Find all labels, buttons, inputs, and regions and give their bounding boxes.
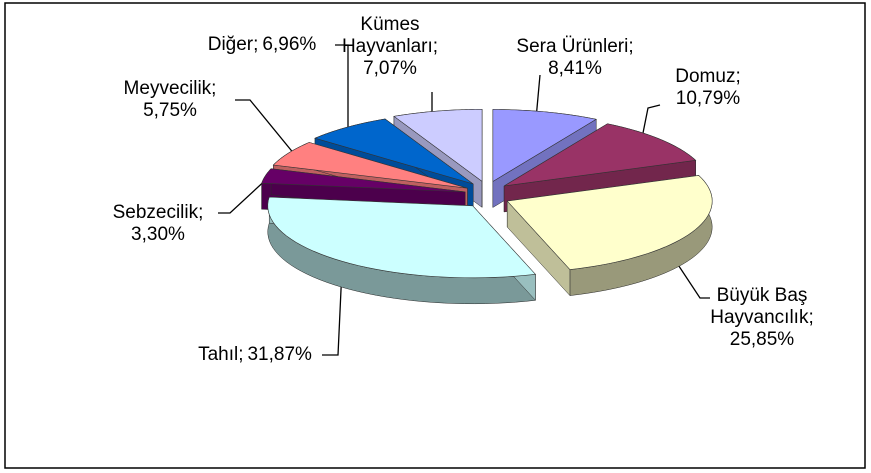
label-part: Sebzecilik [112,202,199,223]
slice [314,118,474,185]
label-part: Diğer [207,34,254,55]
slice [272,142,468,189]
data-label: Diğer; 6,96% [208,34,317,56]
leader-line [235,99,296,156]
data-label: Kümes Hayvanları; 7,07% [330,14,450,80]
data-label: Meyvecilik; 5,75% [124,78,217,122]
label-part: 3,30% [131,224,185,245]
label-part: ; [432,36,439,57]
label-part: ; [808,307,814,328]
data-label: Sebzecilik; 3,30% [113,202,204,246]
label-part: 31,87% [247,344,312,365]
leader-line [322,267,343,356]
label-part: Sera Ürünleri [516,36,629,57]
label-part: 10,79% [675,88,741,109]
slice [267,196,537,279]
data-label: Sera Ürünleri; 8,41% [516,36,633,80]
label-part: Büyük Baş Hayvancılık [710,285,809,328]
data-label: Domuz; 10,79% [675,66,740,110]
slice [393,109,483,182]
label-part: 25,85% [729,329,795,350]
label-part: ; [211,78,217,99]
slice-side-shade [267,197,536,304]
label-part: 7,07% [363,58,417,79]
leader-line [218,175,271,214]
data-label: Büyük Baş Hayvancılık; 25,85% [697,285,827,351]
slice-edge-shade [507,201,570,296]
slice [261,168,466,193]
label-part: 6,96% [262,34,317,55]
label-part: ; [628,36,634,57]
slice [492,109,598,183]
label-part: ; [253,34,259,55]
label-part: ; [198,202,204,223]
slice [506,175,713,270]
label-part: 5,75% [143,100,197,121]
label-part: ; [735,66,741,87]
leader-line [335,44,349,140]
label-part: Domuz [675,66,736,87]
label-part: Kümes Hayvanları [341,14,433,57]
data-label: Tahıl; 31,87% [198,344,312,366]
label-part: 8,41% [548,58,602,79]
label-part: Meyvecilik [123,78,212,99]
label-part: ; [238,344,244,365]
pie [261,109,713,305]
label-part: Tahıl [198,344,239,365]
slice [503,123,697,187]
slice-side-shade [569,175,713,296]
